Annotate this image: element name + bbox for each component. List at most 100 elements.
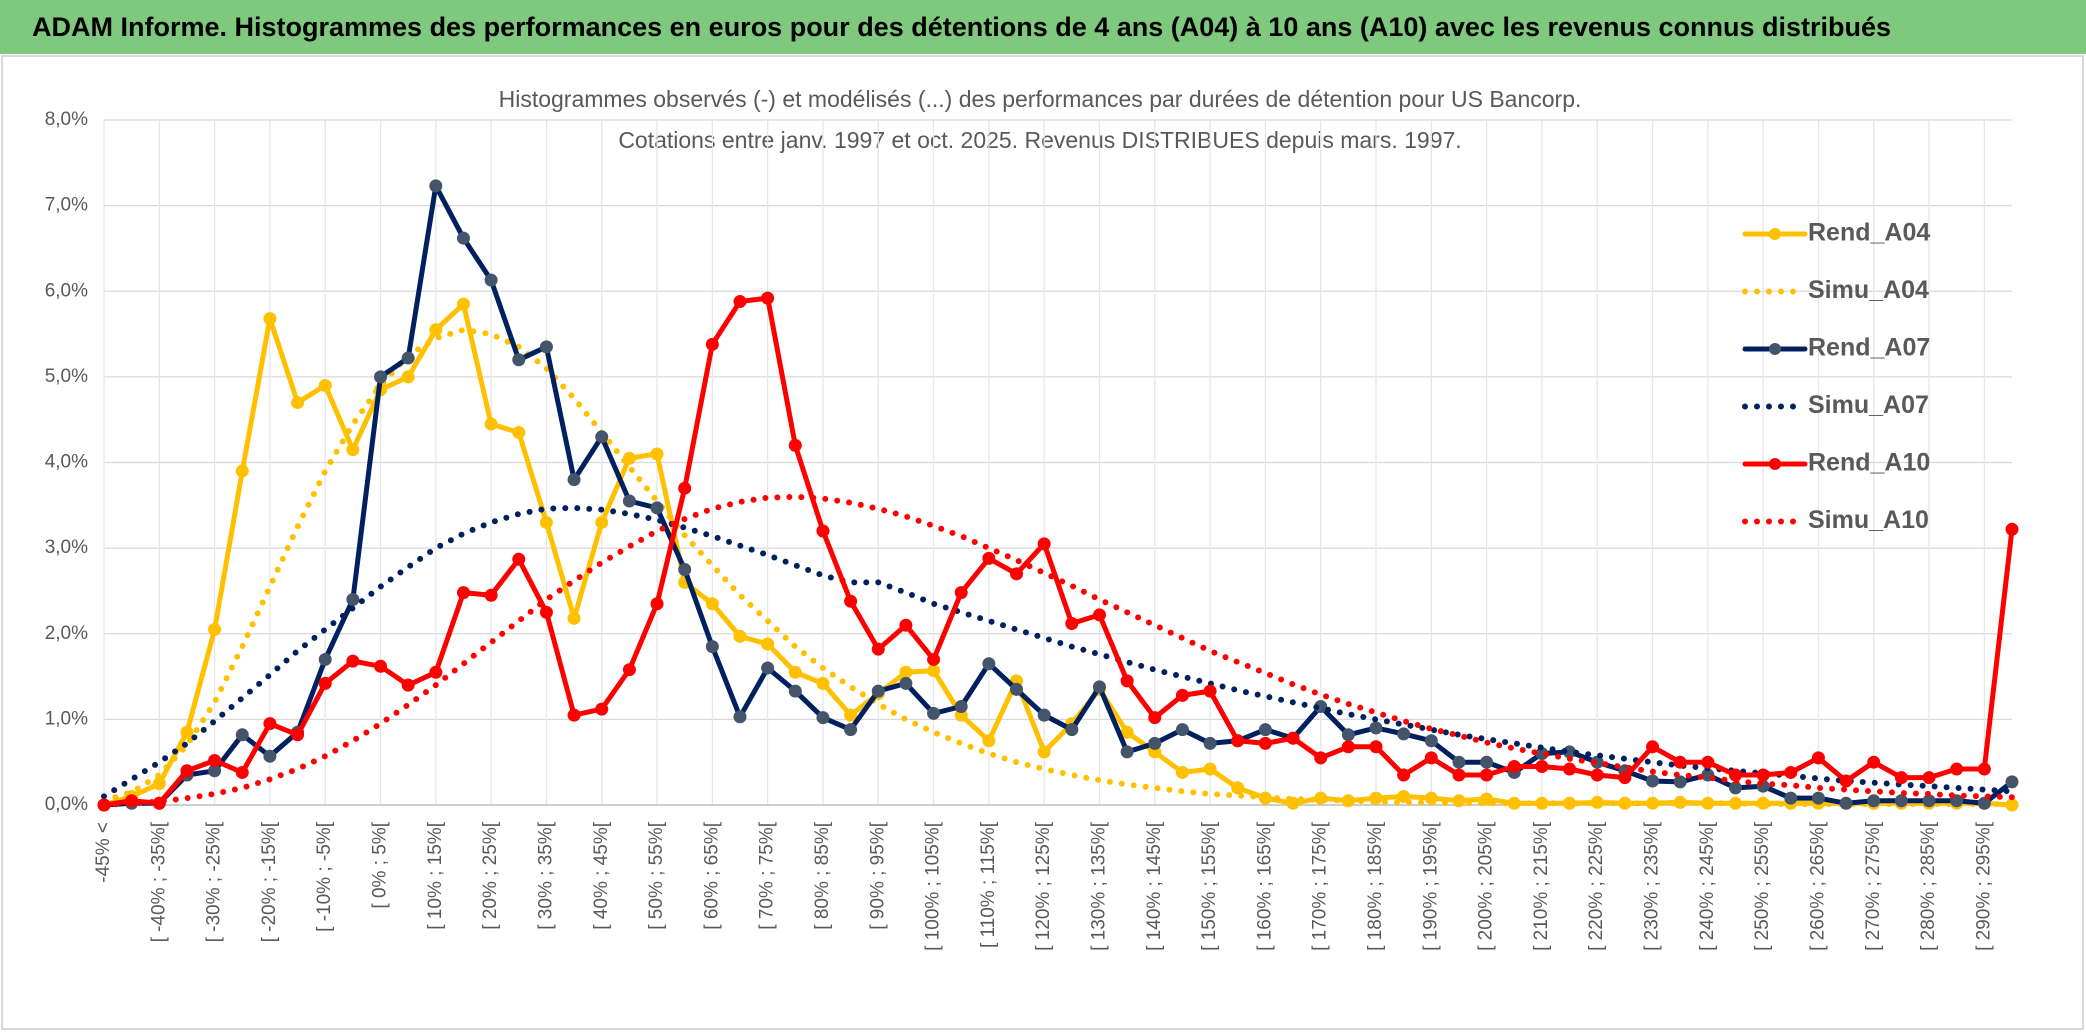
data-point <box>1037 537 1051 551</box>
data-point <box>927 652 941 666</box>
data-point <box>761 661 775 675</box>
data-point <box>1618 771 1632 785</box>
data-point <box>844 594 858 608</box>
chart-subtitle: Cotations entre janv. 1997 et oct. 2025.… <box>618 127 1461 153</box>
data-point <box>705 640 719 654</box>
x-tick-label: [ -30% ; -25%[ <box>204 821 225 942</box>
chart-title: Histogrammes observés (-) et modélisés (… <box>499 86 1582 112</box>
x-tick-label: [ 180% ; 185%[ <box>1365 821 1386 951</box>
data-point <box>1037 708 1051 722</box>
data-point <box>208 753 222 767</box>
x-tick-label: [ -10% ; -5%[ <box>314 821 335 932</box>
data-point <box>1894 771 1908 785</box>
data-point <box>263 749 277 763</box>
data-point <box>1646 774 1660 788</box>
x-tick-label: [ 230% ; 235%[ <box>1642 821 1663 951</box>
data-point <box>1203 762 1217 776</box>
data-point <box>982 734 996 748</box>
y-tick-label: 1,0% <box>45 708 88 729</box>
data-point <box>788 684 802 698</box>
data-point <box>1452 755 1466 769</box>
y-tick-label: 3,0% <box>45 537 88 558</box>
series-line <box>101 301 2015 808</box>
x-tick-label: [ 40% ; 45%[ <box>591 821 612 929</box>
x-tick-label: [ 220% ; 225%[ <box>1586 821 1607 951</box>
data-point <box>374 659 388 673</box>
data-point <box>844 708 858 722</box>
series-line <box>101 183 2015 808</box>
data-point <box>1867 794 1881 808</box>
data-point <box>733 629 747 643</box>
data-point <box>733 295 747 309</box>
x-tick-label: [ 250% ; 255%[ <box>1752 821 1773 951</box>
data-point <box>456 297 470 311</box>
data-point <box>1756 768 1770 782</box>
legend-label: Rend_A10 <box>1808 449 1930 477</box>
x-tick-label: [ 100% ; 105%[ <box>923 821 944 951</box>
data-point <box>1369 721 1383 735</box>
data-point <box>595 702 609 716</box>
data-point <box>235 464 249 478</box>
data-point <box>1314 751 1328 765</box>
data-point <box>1092 680 1106 694</box>
data-point <box>567 611 581 625</box>
data-point <box>954 586 968 600</box>
data-point <box>346 593 360 606</box>
x-tick-label: [ 110% ; 115%[ <box>978 821 999 948</box>
legend-label: Simu_A10 <box>1808 506 1929 534</box>
x-tick-label: [ 60% ; 65%[ <box>701 821 722 929</box>
data-point <box>456 586 470 600</box>
data-point <box>1397 789 1411 803</box>
x-tick-label: [ 260% ; 265%[ <box>1807 821 1828 951</box>
x-tick-label: [ 0% ; 5%[ <box>370 821 391 908</box>
data-point <box>484 588 498 602</box>
data-point <box>1480 755 1494 769</box>
data-point <box>1590 768 1604 782</box>
data-point <box>374 370 388 384</box>
data-point <box>650 597 664 611</box>
data-point <box>761 637 775 651</box>
data-point <box>816 524 830 538</box>
data-point <box>429 323 443 337</box>
data-point <box>512 353 526 367</box>
data-point <box>1535 759 1549 773</box>
data-point <box>1673 755 1687 769</box>
data-point <box>291 396 305 410</box>
x-tick-label: [ 240% ; 245%[ <box>1697 821 1718 951</box>
data-point <box>650 447 664 461</box>
data-point <box>484 273 498 287</box>
data-point <box>1839 796 1853 810</box>
x-tick-label: -45% < <box>93 822 114 883</box>
data-point <box>1231 734 1245 748</box>
data-point <box>788 438 802 452</box>
data-point <box>1922 771 1936 785</box>
data-point <box>1148 711 1162 725</box>
x-tick-label: [ 290% ; 295%[ <box>1973 821 1994 951</box>
data-point <box>1784 765 1798 779</box>
data-point <box>235 765 249 779</box>
data-point <box>318 378 332 392</box>
data-point <box>401 678 415 692</box>
data-point <box>871 684 885 698</box>
data-point <box>595 430 609 444</box>
x-tick-label: [ 210% ; 215%[ <box>1531 821 1552 951</box>
data-point <box>1120 745 1134 759</box>
data-point <box>1148 736 1162 750</box>
data-point <box>1452 768 1466 782</box>
data-point <box>539 605 553 619</box>
header-bar <box>0 0 2086 54</box>
data-point <box>816 711 830 725</box>
data-point <box>1646 740 1660 754</box>
data-point <box>180 764 194 778</box>
data-point <box>1839 774 1853 788</box>
data-point <box>761 291 775 305</box>
legend-label: Rend_A04 <box>1808 219 1930 247</box>
x-tick-label: [ 200% ; 205%[ <box>1476 821 1497 951</box>
data-point <box>733 710 747 724</box>
x-tick-label: [ 120% ; 125%[ <box>1033 821 1054 951</box>
data-point <box>1507 759 1521 773</box>
data-point <box>1977 796 1991 810</box>
data-point <box>1120 674 1134 688</box>
data-point <box>1175 688 1189 702</box>
